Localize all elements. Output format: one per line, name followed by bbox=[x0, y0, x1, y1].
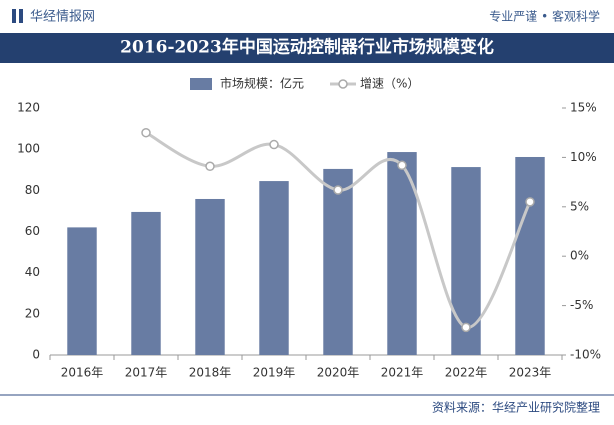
line bbox=[145, 131, 532, 329]
y2-tick-label: 0% bbox=[570, 249, 589, 263]
line-marker bbox=[141, 127, 151, 138]
legend-swatch bbox=[338, 79, 348, 89]
logo-bar bbox=[19, 9, 23, 23]
bar bbox=[515, 156, 545, 355]
title-band bbox=[0, 33, 614, 63]
x-tick-label: 2018年 bbox=[189, 366, 232, 380]
bar bbox=[131, 211, 161, 355]
logo-bar bbox=[12, 9, 16, 23]
x-tick-label: 2019年 bbox=[253, 366, 296, 380]
y-tick-label: 0 bbox=[32, 348, 40, 362]
legend-swatch bbox=[190, 78, 212, 90]
y2-tick-label: 10% bbox=[570, 150, 597, 164]
y2-tick-label: -10% bbox=[570, 348, 601, 362]
line-marker bbox=[205, 161, 215, 172]
y-tick-label: 40 bbox=[25, 265, 40, 279]
line-marker bbox=[333, 185, 343, 195]
legend-label: 增速（%） bbox=[360, 77, 419, 91]
bar bbox=[195, 198, 225, 355]
y-tick-label: 60 bbox=[25, 224, 40, 238]
y-tick-label: 120 bbox=[17, 101, 40, 115]
line-marker bbox=[397, 160, 407, 171]
bar bbox=[259, 181, 289, 355]
y2-tick-label: 15% bbox=[570, 101, 597, 115]
x-tick-label: 2021年 bbox=[381, 366, 424, 380]
y-tick-label: 100 bbox=[17, 142, 40, 156]
slogan: 专业严谨 • 客观科学 bbox=[489, 9, 600, 24]
y-tick-label: 80 bbox=[25, 183, 40, 197]
x-tick-label: 2022年 bbox=[445, 366, 488, 380]
line-marker bbox=[269, 139, 279, 150]
line-marker bbox=[525, 197, 535, 207]
x-tick-label: 2017年 bbox=[125, 366, 168, 380]
line-marker bbox=[461, 322, 471, 333]
source: 资料来源：华经产业研究院整理 bbox=[432, 400, 600, 415]
x-tick-label: 2023年 bbox=[509, 366, 552, 380]
bar bbox=[323, 168, 353, 355]
legend-label: 市场规模：亿元 bbox=[220, 76, 304, 91]
bar bbox=[67, 227, 97, 355]
brand: 华经情报网 bbox=[30, 10, 95, 25]
chart-title: 2016-2023年中国运动控制器行业市场规模变化 bbox=[120, 37, 494, 58]
y2-tick-label: -5% bbox=[570, 298, 593, 312]
x-tick-label: 2020年 bbox=[317, 366, 360, 380]
y2-tick-label: 5% bbox=[570, 199, 589, 213]
y-tick-label: 20 bbox=[25, 306, 40, 320]
x-tick-label: 2016年 bbox=[61, 366, 104, 380]
